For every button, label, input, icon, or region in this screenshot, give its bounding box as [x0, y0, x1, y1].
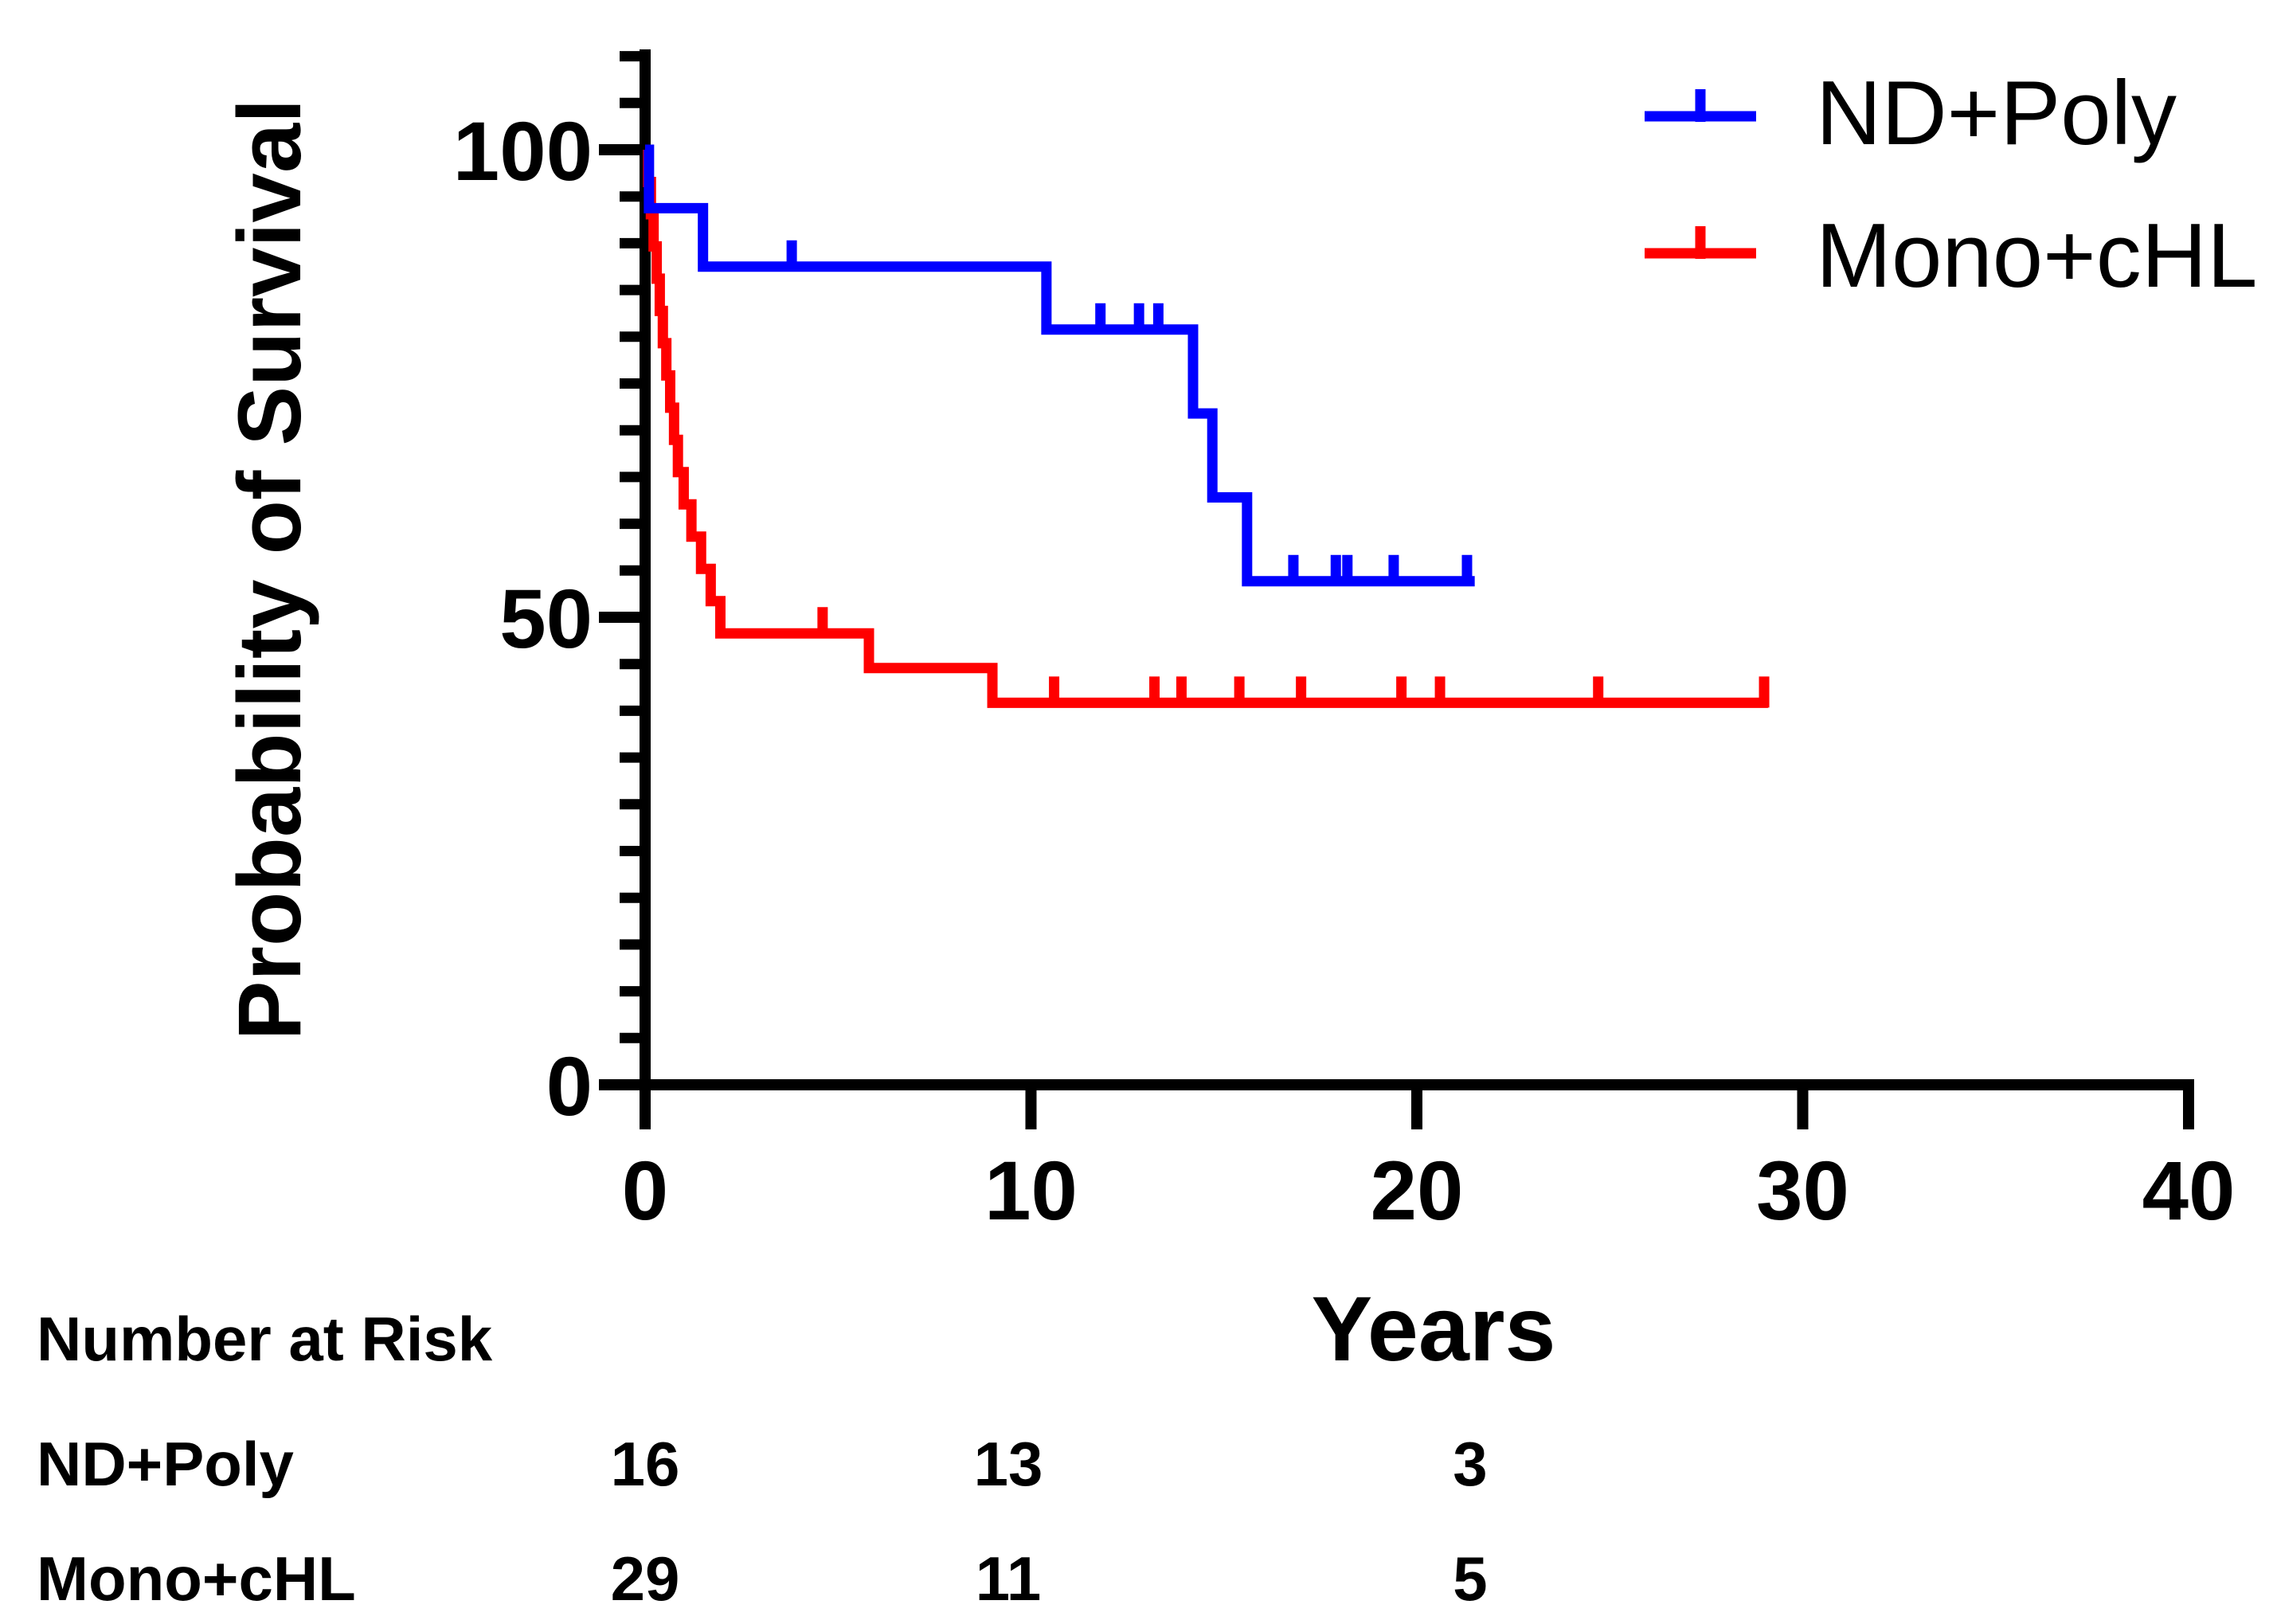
- risk-table-header: Number at Risk: [37, 1304, 493, 1374]
- x-tick-label-30: 30: [1756, 1145, 1849, 1238]
- risk-count: 16: [610, 1429, 680, 1499]
- x-tick-label-10: 10: [984, 1145, 1078, 1238]
- y-tick-label-50: 50: [499, 573, 593, 666]
- risk-count: 3: [1453, 1429, 1488, 1499]
- survival-curve-mono-chl: [643, 144, 1768, 708]
- x-tick-label-20: 20: [1370, 1145, 1464, 1238]
- legend-label-nd-poly: ND+Poly: [1816, 63, 2177, 164]
- risk-count: 11: [975, 1544, 1042, 1614]
- risk-count: 29: [610, 1544, 680, 1614]
- survival-curve-nd-poly: [644, 144, 1475, 587]
- x-axis-title: Years: [1311, 1278, 1556, 1380]
- y-axis-title: Probability of Survival: [220, 98, 319, 1041]
- risk-row-label-mono-chl: Mono+cHL: [37, 1544, 356, 1614]
- risk-count: 5: [1453, 1544, 1488, 1614]
- risk-row-label-nd-poly: ND+Poly: [37, 1429, 294, 1499]
- risk-count: 13: [973, 1429, 1043, 1499]
- y-tick-label-100: 100: [452, 105, 593, 198]
- x-tick-label-0: 0: [621, 1145, 669, 1238]
- legend-label-mono-chl: Mono+cHL: [1816, 205, 2258, 307]
- y-tick-label-0: 0: [546, 1040, 593, 1133]
- x-tick-label-40: 40: [2142, 1145, 2236, 1238]
